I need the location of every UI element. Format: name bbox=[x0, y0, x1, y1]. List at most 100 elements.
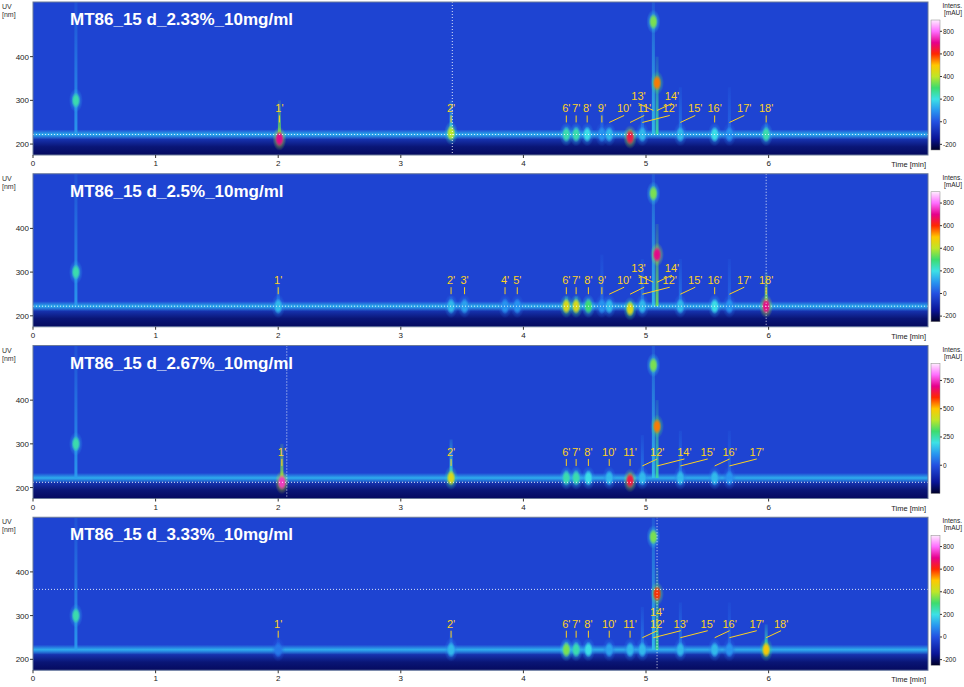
peak-halo bbox=[271, 638, 285, 662]
peak-halo bbox=[650, 71, 664, 95]
peak-halo bbox=[646, 353, 660, 377]
x-tick-label: 1 bbox=[153, 159, 158, 168]
peak-core bbox=[649, 185, 658, 201]
peak-halo bbox=[602, 638, 616, 662]
peak-label: 11' bbox=[623, 618, 637, 630]
peak-core bbox=[626, 301, 635, 317]
peak-label: 17' bbox=[750, 446, 764, 458]
x-tick-label: 1 bbox=[153, 331, 158, 340]
peak-core bbox=[649, 529, 658, 545]
x-tick-label: 0 bbox=[31, 674, 36, 683]
x-tick-label: 3 bbox=[399, 331, 404, 340]
peak-halo bbox=[498, 294, 512, 318]
peak-label: 18' bbox=[759, 274, 773, 286]
peak-label: 3' bbox=[460, 274, 468, 286]
y-tick-label: 300 bbox=[16, 440, 30, 449]
peak-label: 15' bbox=[701, 618, 715, 630]
peak-halo bbox=[272, 127, 286, 151]
colorbar-tick bbox=[940, 591, 942, 592]
colorbar-title: [mAU] bbox=[944, 181, 962, 189]
peak-core bbox=[725, 470, 734, 486]
peak-core bbox=[71, 264, 80, 280]
peak-leader bbox=[638, 275, 653, 282]
peak-streak bbox=[656, 400, 659, 478]
x-tick-label: 2 bbox=[276, 674, 281, 683]
peak-label: 11' bbox=[623, 446, 637, 458]
peak-halo bbox=[673, 466, 687, 490]
peak-label: 16' bbox=[707, 102, 721, 114]
x-tick-label: 6 bbox=[766, 159, 771, 168]
x-tick-label: 6 bbox=[766, 674, 771, 683]
peak-core bbox=[572, 470, 581, 486]
y-tick-label: 400 bbox=[16, 53, 30, 62]
panel-background bbox=[0, 515, 964, 687]
plot-frame bbox=[33, 517, 928, 670]
peak-leader bbox=[714, 287, 715, 294]
peak-label: 14' bbox=[677, 446, 691, 458]
x-tick-label: 2 bbox=[276, 503, 281, 512]
colorbar-tick-label: 250 bbox=[943, 433, 954, 440]
peak-label: 17' bbox=[737, 102, 751, 114]
peak-leader bbox=[653, 631, 680, 638]
colorbar-tick bbox=[940, 436, 942, 437]
cursor-line bbox=[33, 589, 928, 590]
x-axis-title: Time [min] bbox=[891, 504, 926, 513]
y-tick bbox=[30, 571, 33, 572]
y-tick bbox=[30, 615, 33, 616]
x-tick bbox=[400, 670, 401, 673]
colorbar bbox=[931, 364, 940, 494]
peak-leader bbox=[278, 287, 279, 294]
colorbar-tick bbox=[940, 144, 942, 145]
plot-background bbox=[33, 517, 928, 670]
panel-background bbox=[0, 0, 964, 172]
peak-halo bbox=[759, 638, 773, 662]
panel-title: MT86_15 d_2.5%_10mg/ml bbox=[70, 182, 284, 201]
peak-leader bbox=[729, 459, 756, 466]
colorbar-title: Intens. bbox=[942, 346, 962, 353]
peak-halo bbox=[569, 638, 583, 662]
plot-marks bbox=[33, 517, 928, 670]
peak-label: 14' bbox=[665, 262, 679, 274]
peak-core bbox=[71, 92, 80, 108]
peak-label: 2' bbox=[447, 102, 455, 114]
x-axis-title: Time [min] bbox=[891, 332, 926, 341]
peak-label: 8' bbox=[584, 618, 592, 630]
peak-halo bbox=[623, 469, 637, 493]
colorbar-tick-label: 0 bbox=[943, 633, 947, 640]
colorbar-tick-label: 400 bbox=[943, 588, 954, 595]
colorbar-tick bbox=[940, 53, 942, 54]
peak-label: 14' bbox=[665, 90, 679, 102]
peak-label: 17' bbox=[750, 618, 764, 630]
x-tick bbox=[646, 327, 647, 330]
x-tick-label: 5 bbox=[644, 331, 649, 340]
x-tick-label: 3 bbox=[399, 503, 404, 512]
peak-core bbox=[653, 75, 662, 91]
peak-leader bbox=[630, 459, 631, 466]
peak-leader bbox=[281, 459, 282, 466]
colorbar-tick-label: 500 bbox=[943, 405, 954, 412]
x-tick bbox=[155, 499, 156, 502]
peak-core bbox=[274, 642, 283, 658]
peak-leader bbox=[279, 115, 280, 122]
peak-leader bbox=[587, 115, 588, 122]
peak-core bbox=[447, 470, 456, 486]
colorbar-tick-label: 200 bbox=[943, 267, 954, 274]
peak-halo bbox=[444, 121, 458, 145]
panel: 0123456Time [min]200300400UV[nm]MT86_15 … bbox=[0, 344, 964, 516]
colorbar-tick bbox=[940, 614, 942, 615]
peak-label: 18' bbox=[774, 618, 788, 630]
peak-leader bbox=[576, 287, 577, 294]
peak-leader bbox=[588, 287, 589, 294]
figure: 0123456Time [min]200300400UV[nm]MT86_15 … bbox=[0, 0, 964, 687]
peak-halo bbox=[650, 414, 664, 438]
peak-label: 18' bbox=[759, 102, 773, 114]
peak-label: 15' bbox=[701, 446, 715, 458]
baseline-band bbox=[33, 473, 928, 483]
peak-label: 12' bbox=[650, 618, 664, 630]
colorbar-tick-label: 400 bbox=[943, 73, 954, 80]
peak-leader bbox=[566, 459, 567, 466]
peak-label: 16' bbox=[722, 446, 736, 458]
peak-label: 17' bbox=[737, 274, 751, 286]
y-tick-label: 400 bbox=[16, 224, 30, 233]
colorbar-tick bbox=[940, 546, 942, 547]
